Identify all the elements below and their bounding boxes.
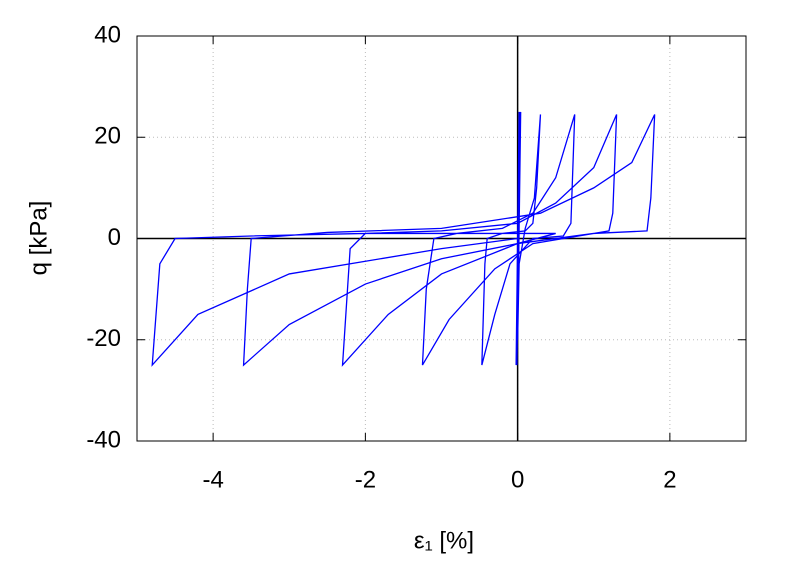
- x-axis-label: ε₁ [%]: [414, 527, 474, 554]
- x-tick-label: -4: [202, 466, 223, 493]
- y-tick-label: -40: [86, 426, 121, 453]
- y-axis-label: q [kPa]: [25, 201, 52, 276]
- data-line: [151, 111, 656, 367]
- x-tick-label: 2: [663, 466, 676, 493]
- x-tick-label: -2: [355, 466, 376, 493]
- y-tick-label: -20: [86, 325, 121, 352]
- plot-frame: [136, 35, 747, 442]
- y-tick-label: 20: [94, 123, 121, 150]
- y-tick-label: 40: [94, 21, 121, 48]
- y-tick-label: 0: [108, 224, 121, 251]
- x-tick-label: 0: [511, 466, 524, 493]
